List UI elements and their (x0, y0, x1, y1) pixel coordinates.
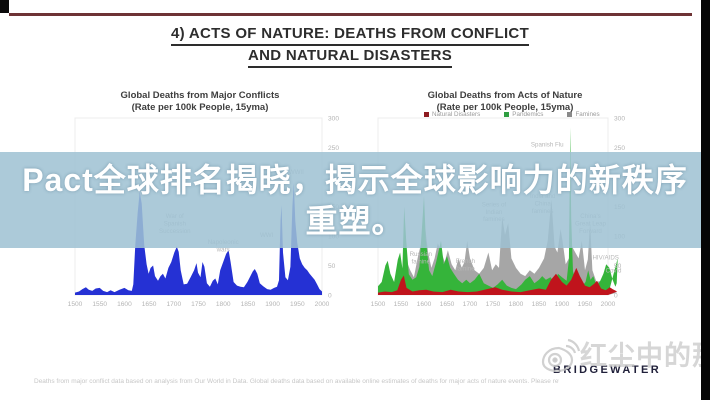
x-axis-tick-label: 1850 (532, 301, 547, 308)
x-axis-tick-label: 2000 (601, 301, 616, 308)
y-axis-tick-label: 300 (328, 115, 339, 122)
page-title-line2: AND NATURAL DISASTERS (247, 46, 453, 68)
series-area-natural-disasters (378, 267, 618, 295)
x-axis-tick-label: 1650 (440, 301, 455, 308)
x-axis-tick-label: 1550 (92, 301, 107, 308)
chart-annotation: Spanish Flu (531, 141, 564, 148)
x-axis-tick-label: 1900 (265, 301, 280, 308)
page-title: 4) ACTS OF NATURE: DEATHS FROM CONFLICT … (0, 24, 700, 68)
chart-annotation: HIV/AIDS (592, 255, 618, 262)
y-axis-tick-label: 0 (328, 292, 332, 299)
series-area-conflict-deaths (75, 182, 322, 295)
x-axis-tick-label: 1900 (555, 301, 570, 308)
y-axis-tick-label: 50 (614, 263, 622, 270)
y-axis-tick-label: 250 (328, 145, 339, 152)
chart-annotation: Covid (606, 268, 622, 275)
legend-item-1: Pandemics (504, 111, 543, 118)
x-axis-tick-label: 1650 (142, 301, 157, 308)
page-title-line1: 4) ACTS OF NATURE: DEATHS FROM CONFLICT (170, 24, 530, 46)
right-chart-legend: Natural Disasters Pandemics Famines (424, 111, 600, 118)
top-left-black-mark (0, 0, 9, 13)
x-axis-tick-label: 1700 (166, 301, 181, 308)
legend-swatch-icon (567, 112, 573, 117)
x-axis-tick-label: 1850 (241, 301, 256, 308)
x-axis-tick-label: 1500 (371, 301, 386, 308)
right-chart-subtitle-text: (Rate per 100k People, 15yma) (436, 102, 574, 113)
source-caption: Deaths from major conflict data based on… (34, 378, 559, 385)
x-axis-tick-label: 1700 (463, 301, 478, 308)
left-chart-title: Global Deaths from Major Conflicts (Rate… (60, 90, 340, 114)
x-axis-tick-label: 1750 (191, 301, 206, 308)
x-axis-tick-label: 1950 (578, 301, 593, 308)
headline-line1: Pact全球排名揭晓，揭示全球影响力的新秩序 (22, 162, 688, 198)
x-axis-tick-label: 1500 (68, 301, 83, 308)
y-axis-tick-label: 50 (328, 263, 336, 270)
right-chart-title: Global Deaths from Acts of Nature (Rate … (365, 90, 645, 114)
x-axis-tick-label: 1800 (509, 301, 524, 308)
x-axis-tick-label: 1750 (486, 301, 501, 308)
legend-swatch-icon (424, 112, 429, 117)
chart-annotation: French famine (456, 258, 476, 272)
y-axis-tick-label: 300 (614, 115, 625, 122)
chart-annotation: Russian famine (410, 251, 433, 265)
legend-item-2: Famines (567, 111, 600, 118)
x-axis-tick-label: 1950 (290, 301, 305, 308)
bridgewater-logo: BRIDGEWATER (553, 364, 662, 376)
right-chart-title-text: Global Deaths from Acts of Nature (427, 90, 583, 101)
watermark: 红尘中的那些事 (540, 336, 710, 376)
legend-label: Pandemics (512, 111, 544, 118)
legend-label: Natural Disasters (432, 111, 481, 118)
right-edge-black-bar (701, 0, 710, 400)
y-axis-tick-label: 0 (614, 292, 618, 299)
legend-label: Famines (575, 111, 600, 118)
headline-line2: 重塑。 (305, 203, 405, 239)
y-axis-tick-label: 250 (614, 145, 625, 152)
x-axis-tick-label: 1600 (117, 301, 132, 308)
x-axis-tick-label: 1600 (417, 301, 432, 308)
watermark-text: 红尘中的那些事 (580, 341, 710, 371)
legend-item-0: Natural Disasters (424, 111, 480, 118)
x-axis-tick-label: 1800 (216, 301, 231, 308)
left-chart-title-text: Global Deaths from Major Conflicts (120, 90, 280, 101)
x-axis-tick-label: 1550 (394, 301, 409, 308)
legend-swatch-icon (504, 112, 510, 117)
headline-overlay-band: Pact全球排名揭晓，揭示全球影响力的新秩序 重塑。 (0, 152, 710, 248)
weibo-eye-icon (541, 338, 580, 373)
maroon-divider-line (9, 13, 692, 16)
left-chart-subtitle-text: (Rate per 100k People, 15yma) (131, 102, 269, 113)
x-axis-tick-label: 2000 (315, 301, 330, 308)
